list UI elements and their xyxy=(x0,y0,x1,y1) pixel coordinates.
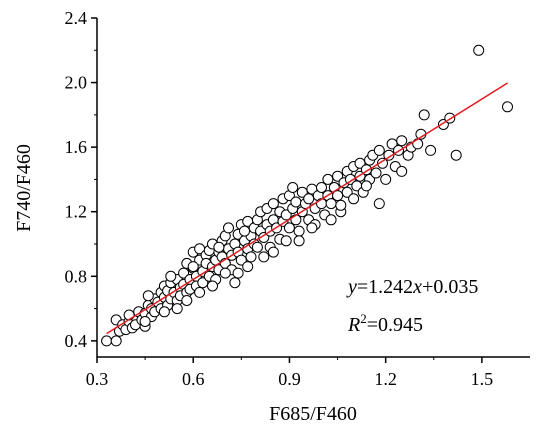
scatter-point xyxy=(341,186,353,198)
scatter-point xyxy=(110,335,122,347)
scatter-point xyxy=(158,306,170,318)
scatter-point xyxy=(178,267,190,279)
scatter-point xyxy=(293,235,305,247)
equation-y-symbol: y xyxy=(346,276,357,298)
scatter-point xyxy=(258,251,270,263)
scatter-points xyxy=(101,44,513,347)
scatter-point xyxy=(187,261,199,273)
scatter-point xyxy=(235,254,247,266)
scatter-point xyxy=(280,209,292,221)
scatter-point xyxy=(142,290,154,302)
scatter-point xyxy=(332,190,344,202)
scatter-point xyxy=(380,173,392,185)
x-axis-ticks: 0.3 0.6 0.9 1.2 1.5 xyxy=(86,357,493,389)
regression-line xyxy=(106,82,508,335)
scatter-point xyxy=(354,157,366,169)
scatter-point xyxy=(181,295,193,306)
y-tick-label: 2.4 xyxy=(65,8,88,28)
scatter-point xyxy=(123,309,135,321)
scatter-point xyxy=(373,198,385,210)
scatter-point xyxy=(258,232,270,243)
scatter-point xyxy=(344,173,356,185)
scatter-point xyxy=(245,251,257,263)
scatter-point xyxy=(280,235,292,247)
scatter-point xyxy=(412,138,424,150)
scatter-point xyxy=(386,138,398,150)
scatter-point xyxy=(239,225,250,237)
scatter-point xyxy=(296,186,308,198)
scatter-point xyxy=(325,214,337,226)
scatter-point xyxy=(213,241,225,253)
equation-intercept: +0.035 xyxy=(422,276,478,298)
x-tick-label: 0.3 xyxy=(86,369,109,389)
scatter-point xyxy=(335,199,347,211)
scatter-point xyxy=(396,135,408,147)
scatter-point xyxy=(348,193,360,205)
scatter-point xyxy=(219,267,231,279)
scatter-point xyxy=(290,196,302,208)
scatter-point xyxy=(502,101,513,113)
scatter-point xyxy=(101,335,113,347)
scatter-point xyxy=(242,261,254,273)
scatter-point xyxy=(139,316,151,327)
x-tick-label: 0.6 xyxy=(182,369,205,389)
scatter-point xyxy=(267,246,279,258)
scatter-point xyxy=(287,182,299,193)
equation-slope: =1.242 xyxy=(357,276,413,298)
x-axis-title: F685/F460 xyxy=(269,403,357,425)
x-tick-label: 0.9 xyxy=(278,369,301,389)
scatter-point xyxy=(306,222,318,234)
scatter-point xyxy=(473,44,485,56)
y-tick-label: 1.2 xyxy=(65,202,88,222)
scatter-point xyxy=(267,198,279,210)
scatter-point xyxy=(194,286,206,298)
y-axis-ticks: 0.4 0.8 1.2 1.6 2.0 2.4 xyxy=(65,8,97,351)
scatter-point xyxy=(373,144,385,156)
y-axis-title: F740/F460 xyxy=(13,144,35,232)
scatter-point xyxy=(251,241,263,253)
scatter-point xyxy=(425,144,437,156)
scatter-point xyxy=(283,222,295,234)
scatter-point xyxy=(418,109,430,121)
scatter-point xyxy=(165,270,177,282)
scatter-point xyxy=(332,170,344,182)
scatter-point xyxy=(360,180,372,192)
scatter-point xyxy=(316,182,327,193)
r-symbol: R xyxy=(347,314,360,336)
r-squared-value: =0.945 xyxy=(367,314,423,336)
scatter-point xyxy=(383,149,395,161)
scatter-point xyxy=(450,149,462,161)
plot-frame xyxy=(96,18,530,358)
r-superscript: 2 xyxy=(360,311,367,326)
scatter-point xyxy=(232,267,244,279)
scatter-point xyxy=(207,280,218,292)
scatter-point xyxy=(197,277,209,289)
scatter-point xyxy=(229,277,241,289)
scatter-point xyxy=(377,157,388,169)
scatter-point xyxy=(396,165,408,177)
scatter-point xyxy=(370,167,382,179)
y-tick-label: 0.4 xyxy=(65,331,88,351)
scatter-point xyxy=(303,193,315,205)
r-squared-label: R2=0.945 xyxy=(347,311,423,336)
regression-equation: y=1.242x+0.035 xyxy=(346,276,478,298)
x-tick-label: 1.2 xyxy=(374,369,397,389)
equation-x-symbol: x xyxy=(412,276,422,298)
scatter-point xyxy=(293,225,305,237)
y-tick-label: 1.6 xyxy=(65,137,88,157)
x-tick-label: 1.5 xyxy=(471,369,494,389)
scatter-point xyxy=(223,222,234,234)
scatter-point xyxy=(171,303,183,315)
y-tick-label: 2.0 xyxy=(65,73,88,93)
scatter-point xyxy=(322,173,334,185)
y-tick-label: 0.8 xyxy=(65,266,88,286)
